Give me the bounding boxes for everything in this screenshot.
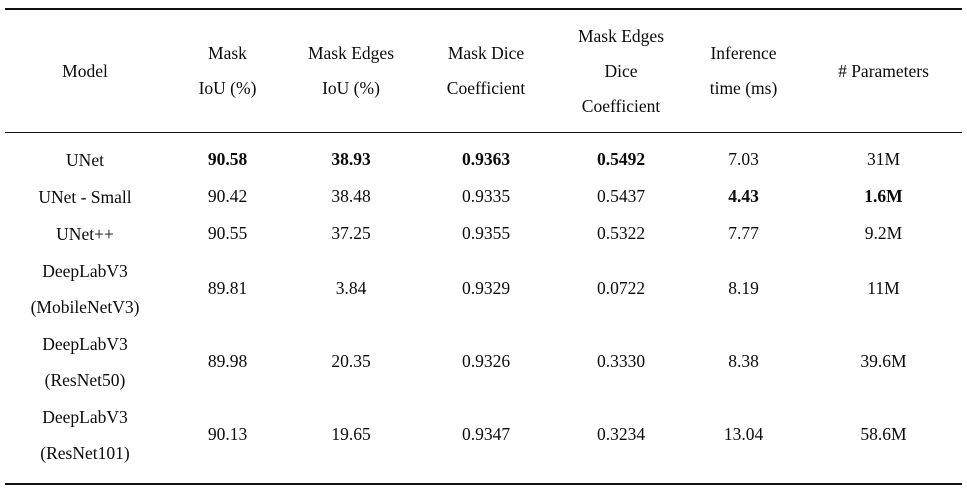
value-cell: 8.19 bbox=[728, 278, 759, 298]
header-label: Mask Dice bbox=[447, 43, 525, 63]
value-cell: 0.9355 bbox=[461, 223, 511, 243]
model-name: DeepLabV3 bbox=[42, 333, 128, 354]
value-cell: 13.04 bbox=[723, 424, 764, 444]
value-cell: 0.9363 bbox=[461, 149, 511, 169]
value-cell: 90.42 bbox=[207, 186, 248, 206]
header-label: Coefficient bbox=[446, 78, 526, 98]
header-mask-edges-dice: Mask Edges Dice Coefficient bbox=[560, 9, 682, 133]
model-name: UNet++ bbox=[56, 223, 114, 244]
value-cell: 20.35 bbox=[331, 351, 371, 371]
header-label: Mask bbox=[208, 43, 247, 63]
value-cell: 89.98 bbox=[207, 351, 248, 371]
value-cell: 0.5492 bbox=[596, 149, 646, 169]
header-label: time (ms) bbox=[709, 78, 778, 98]
value-cell: 9.2M bbox=[864, 223, 903, 243]
header-label: Mask Edges bbox=[577, 25, 665, 46]
header-label: Mask Edges bbox=[307, 43, 395, 63]
value-cell: 0.9347 bbox=[461, 424, 511, 444]
value-cell: 19.65 bbox=[331, 424, 371, 444]
header-label: IoU (%) bbox=[198, 78, 257, 98]
model-backbone: (ResNet101) bbox=[40, 442, 130, 463]
value-cell: 38.93 bbox=[331, 149, 371, 169]
value-cell: 37.25 bbox=[331, 223, 371, 243]
value-cell: 90.55 bbox=[207, 223, 248, 243]
table-row-unet: UNet 90.58 38.93 0.9363 0.5492 7.03 31M bbox=[5, 133, 962, 179]
table-row-deeplabv3-resnet50: DeepLabV3 (ResNet50) 89.98 20.35 0.9326 … bbox=[5, 325, 962, 398]
header-label: Model bbox=[62, 60, 108, 81]
value-cell: 11M bbox=[867, 278, 900, 298]
table-header: Model Mask IoU (%) Mask Edges IoU (%) Ma… bbox=[5, 9, 962, 133]
value-cell: 0.9326 bbox=[461, 351, 511, 371]
model-backbone: (ResNet50) bbox=[44, 369, 126, 390]
header-inference-time: Inference time (ms) bbox=[682, 9, 805, 133]
value-cell: 0.9335 bbox=[461, 186, 511, 206]
value-cell: 0.5322 bbox=[596, 223, 646, 243]
header-parameters: # Parameters bbox=[805, 9, 962, 133]
model-cell: DeepLabV3 (ResNet101) bbox=[5, 398, 165, 484]
table-row-deeplabv3-resnet101: DeepLabV3 (ResNet101) 90.13 19.65 0.9347… bbox=[5, 398, 962, 484]
value-cell: 8.38 bbox=[728, 351, 759, 371]
value-cell: 39.6M bbox=[860, 351, 907, 371]
header-row: Model Mask IoU (%) Mask Edges IoU (%) Ma… bbox=[5, 9, 962, 133]
value-cell: 38.48 bbox=[331, 186, 371, 206]
value-cell: 90.58 bbox=[207, 149, 248, 169]
header-mask-dice: Mask Dice Coefficient bbox=[412, 9, 560, 133]
table-body: UNet 90.58 38.93 0.9363 0.5492 7.03 31M … bbox=[5, 133, 962, 485]
value-cell: 58.6M bbox=[860, 424, 907, 444]
value-cell: 90.13 bbox=[207, 424, 248, 444]
value-cell: 7.77 bbox=[728, 223, 759, 243]
header-mask-iou: Mask IoU (%) bbox=[165, 9, 290, 133]
header-label: # Parameters bbox=[838, 60, 929, 81]
header-label: Inference bbox=[710, 43, 777, 63]
model-cell: UNet - Small bbox=[5, 178, 165, 215]
model-cell: UNet++ bbox=[5, 215, 165, 252]
value-cell: 0.5437 bbox=[596, 186, 646, 206]
value-cell: 89.81 bbox=[207, 278, 248, 298]
value-cell: 1.6M bbox=[864, 186, 903, 206]
header-model: Model bbox=[5, 9, 165, 133]
model-name: DeepLabV3 bbox=[42, 260, 128, 281]
header-mask-edges-iou: Mask Edges IoU (%) bbox=[290, 9, 412, 133]
model-name: DeepLabV3 bbox=[42, 406, 128, 427]
model-comparison-table: Model Mask IoU (%) Mask Edges IoU (%) Ma… bbox=[5, 8, 962, 485]
table-row-unet-small: UNet - Small 90.42 38.48 0.9335 0.5437 4… bbox=[5, 178, 962, 215]
model-name: UNet - Small bbox=[38, 186, 132, 207]
value-cell: 0.0722 bbox=[596, 278, 646, 298]
results-table: Model Mask IoU (%) Mask Edges IoU (%) Ma… bbox=[5, 8, 962, 485]
header-label: IoU (%) bbox=[322, 78, 380, 98]
model-name: UNet bbox=[66, 149, 104, 170]
table-row-deeplabv3-mobilenetv3: DeepLabV3 (MobileNetV3) 89.81 3.84 0.932… bbox=[5, 252, 962, 325]
value-cell: 4.43 bbox=[728, 186, 759, 206]
header-label: Dice bbox=[604, 60, 638, 81]
value-cell: 0.3234 bbox=[596, 424, 646, 444]
model-backbone: (MobileNetV3) bbox=[30, 296, 140, 317]
model-cell: UNet bbox=[5, 133, 165, 179]
value-cell: 3.84 bbox=[335, 278, 367, 298]
value-cell: 7.03 bbox=[728, 149, 759, 169]
value-cell: 0.3330 bbox=[596, 351, 646, 371]
value-cell: 31M bbox=[866, 149, 901, 169]
model-cell: DeepLabV3 (MobileNetV3) bbox=[5, 252, 165, 325]
header-label: Coefficient bbox=[581, 95, 661, 116]
value-cell: 0.9329 bbox=[461, 278, 511, 298]
model-cell: DeepLabV3 (ResNet50) bbox=[5, 325, 165, 398]
table-row-unet-plus-plus: UNet++ 90.55 37.25 0.9355 0.5322 7.77 9.… bbox=[5, 215, 962, 252]
